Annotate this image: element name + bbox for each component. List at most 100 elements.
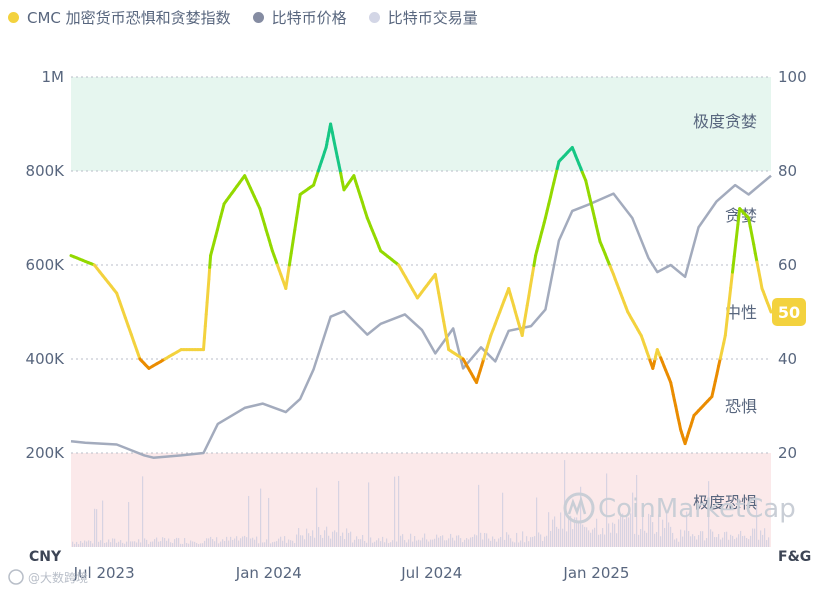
- fg-series-segment: [443, 329, 449, 342]
- volume-bar: [648, 513, 650, 547]
- volume-bar: [474, 534, 476, 547]
- volume-bar: [326, 526, 328, 547]
- volume-bar: [208, 538, 210, 547]
- volume-bar: [454, 540, 456, 547]
- left-tick-label: 1M: [42, 68, 65, 86]
- volume-bar: [290, 540, 292, 547]
- volume-bar: [458, 535, 460, 547]
- volume-bar: [316, 487, 318, 547]
- fg-series-segment: [736, 207, 742, 226]
- volume-bar: [388, 543, 390, 547]
- volume-bar: [148, 544, 150, 547]
- fg-series-segment: [203, 312, 208, 328]
- volume-bar: [408, 539, 410, 547]
- fg-series-segment: [202, 324, 207, 340]
- volume-bar: [138, 539, 140, 547]
- volume-bar: [656, 532, 658, 547]
- volume-bar: [764, 528, 766, 547]
- volume-bar: [152, 541, 154, 547]
- volume-bar: [664, 527, 666, 547]
- volume-bar: [162, 537, 164, 547]
- volume-bar: [94, 508, 96, 547]
- volume-bars: [72, 460, 770, 547]
- volume-bar: [184, 538, 186, 547]
- volume-bar: [594, 527, 596, 547]
- volume-bar: [498, 538, 500, 547]
- volume-bar: [494, 538, 496, 547]
- volume-bar: [718, 534, 720, 547]
- volume-bar: [318, 527, 320, 547]
- legend-label-volume: 比特币交易量: [387, 8, 478, 27]
- volume-bar: [472, 536, 474, 547]
- volume-bar: [382, 536, 384, 547]
- fg-series-segment: [752, 242, 757, 255]
- volume-bar: [512, 541, 514, 547]
- volume-bar: [336, 532, 338, 547]
- fg-series-segment: [527, 284, 532, 297]
- volume-bar: [666, 512, 668, 547]
- volume-bar: [658, 514, 660, 547]
- zone-bg-0: [71, 77, 771, 171]
- volume-bar: [182, 543, 184, 547]
- fg-series-segment: [202, 336, 206, 352]
- volume-bar: [356, 536, 358, 547]
- legend-item-fear-greed[interactable]: CMC 加密货币恐惧和贪婪指数: [8, 7, 231, 28]
- volume-bar: [200, 543, 202, 547]
- fg-series-segment: [725, 302, 731, 322]
- fg-series-segment: [532, 254, 538, 268]
- volume-bar: [340, 535, 342, 547]
- coinmarketcap-logo-mark: [567, 495, 587, 516]
- volume-bar: [80, 540, 82, 547]
- volume-bar: [348, 532, 350, 547]
- volume-bar: [258, 543, 260, 547]
- volume-bar: [224, 540, 226, 547]
- fg-series-segment: [530, 264, 536, 278]
- volume-bar: [118, 541, 120, 547]
- volume-bar: [146, 539, 148, 547]
- volume-bar: [404, 540, 406, 547]
- volume-bar: [734, 539, 736, 547]
- volume-bar: [72, 541, 74, 547]
- fg-series-segment: [729, 270, 734, 290]
- volume-bar: [516, 532, 518, 547]
- volume-bar: [612, 522, 614, 547]
- volume-bar: [384, 542, 386, 547]
- volume-bar: [120, 540, 122, 547]
- volume-bar: [370, 537, 372, 547]
- volume-bar: [604, 534, 606, 547]
- volume-bar: [702, 531, 704, 547]
- volume-bar: [424, 533, 426, 547]
- volume-bar: [386, 538, 388, 547]
- volume-bar: [202, 543, 204, 547]
- left-tick-label: 200K: [26, 444, 66, 462]
- volume-bar: [602, 528, 604, 547]
- volume-bar: [608, 523, 610, 547]
- volume-bar: [338, 480, 340, 547]
- brand-watermark: CoinMarketCap: [598, 494, 796, 524]
- legend-item-price[interactable]: 比特币价格: [252, 7, 347, 28]
- zone-label: 极度恐惧: [693, 493, 757, 512]
- volume-bar: [530, 537, 532, 547]
- volume-bar: [226, 536, 228, 547]
- fg-series-segment: [284, 275, 290, 290]
- volume-bar: [360, 539, 362, 547]
- volume-bar: [638, 534, 640, 547]
- volume-bar: [158, 541, 160, 547]
- volume-bar: [660, 536, 662, 547]
- volume-bar: [462, 542, 464, 547]
- volume-bar: [508, 534, 510, 547]
- volume-bar: [442, 535, 444, 547]
- volume-bar: [464, 539, 466, 547]
- volume-bar: [114, 538, 116, 547]
- volume-bar: [478, 484, 480, 547]
- volume-bar: [524, 542, 526, 547]
- volume-bar: [410, 533, 412, 547]
- legend-item-volume[interactable]: 比特币交易量: [368, 7, 478, 28]
- volume-bar: [450, 533, 452, 547]
- volume-bar: [160, 541, 162, 547]
- volume-bar: [314, 537, 316, 547]
- volume-bar: [210, 536, 212, 547]
- volume-bar: [620, 515, 622, 547]
- volume-bar: [344, 539, 346, 547]
